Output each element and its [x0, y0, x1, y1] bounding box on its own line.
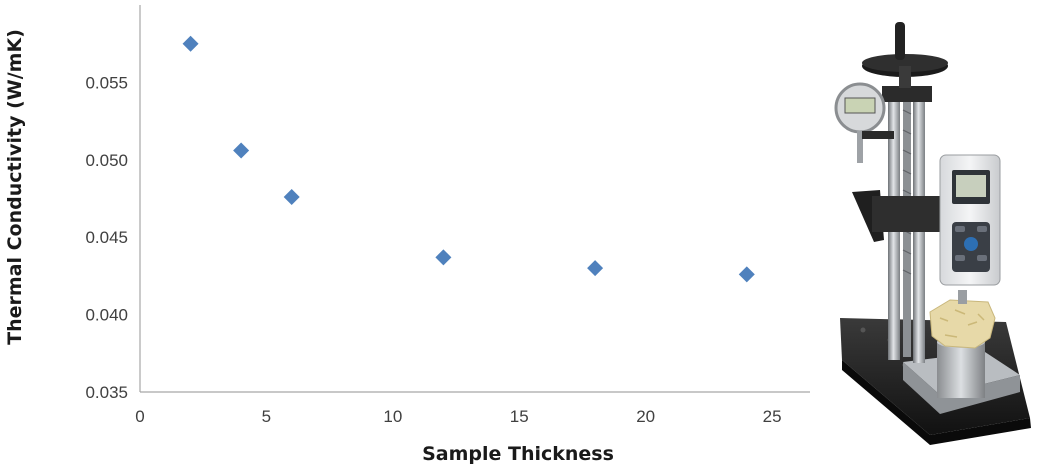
y-tick-label: 0.050 [85, 151, 128, 170]
x-tick-label: 5 [262, 407, 271, 426]
keypad-button [955, 226, 965, 232]
top-block [882, 86, 932, 102]
wheel-handle [895, 22, 905, 60]
x-tick-labels: 0 5 10 15 20 25 [135, 407, 781, 426]
y-tick-labels: 0.035 0.040 0.045 0.050 0.055 [85, 73, 128, 402]
gauge-stem [857, 131, 863, 163]
x-tick-label: 20 [636, 407, 655, 426]
data-point [233, 142, 250, 159]
sample-texture [939, 309, 985, 338]
data-point [182, 35, 199, 52]
handwheel-rim [862, 54, 948, 72]
x-tick-label: 0 [135, 407, 144, 426]
data-point [587, 260, 604, 277]
x-tick-label: 10 [383, 407, 402, 426]
cylinder [937, 342, 985, 398]
y-tick-label: 0.035 [85, 383, 128, 402]
data-point [435, 249, 452, 266]
scatter-chart: 0.035 0.040 0.045 0.050 0.055 0 5 10 15 20 25 Sam… [4, 5, 810, 465]
x-tick-label: 25 [763, 407, 782, 426]
force-gauge-display [956, 175, 986, 197]
keypad-center-button [964, 237, 978, 251]
keypad-button [955, 255, 965, 261]
x-axis-title: Sample Thickness [422, 443, 614, 465]
y-tick-label: 0.055 [85, 73, 128, 92]
data-point [738, 266, 755, 283]
keypad-button [977, 226, 987, 232]
keypad-button [977, 255, 987, 261]
data-point [283, 188, 300, 205]
base-hole-icon [860, 327, 866, 333]
wheel-hub [899, 66, 911, 88]
y-tick-label: 0.040 [85, 306, 128, 325]
y-tick-label: 0.045 [85, 228, 128, 247]
y-axis-title: Thermal Conductivity (W/mK) [4, 29, 26, 345]
foam-sample [929, 299, 996, 349]
x-tick-label: 15 [510, 407, 529, 426]
test-stand-photo [834, 22, 1031, 445]
data-points [182, 35, 755, 283]
gauge-bracket [862, 131, 894, 139]
probe-shaft [958, 290, 967, 304]
sample-platform-side [903, 362, 1020, 414]
carriage-plate [872, 196, 942, 232]
gauge-screen [844, 97, 876, 114]
